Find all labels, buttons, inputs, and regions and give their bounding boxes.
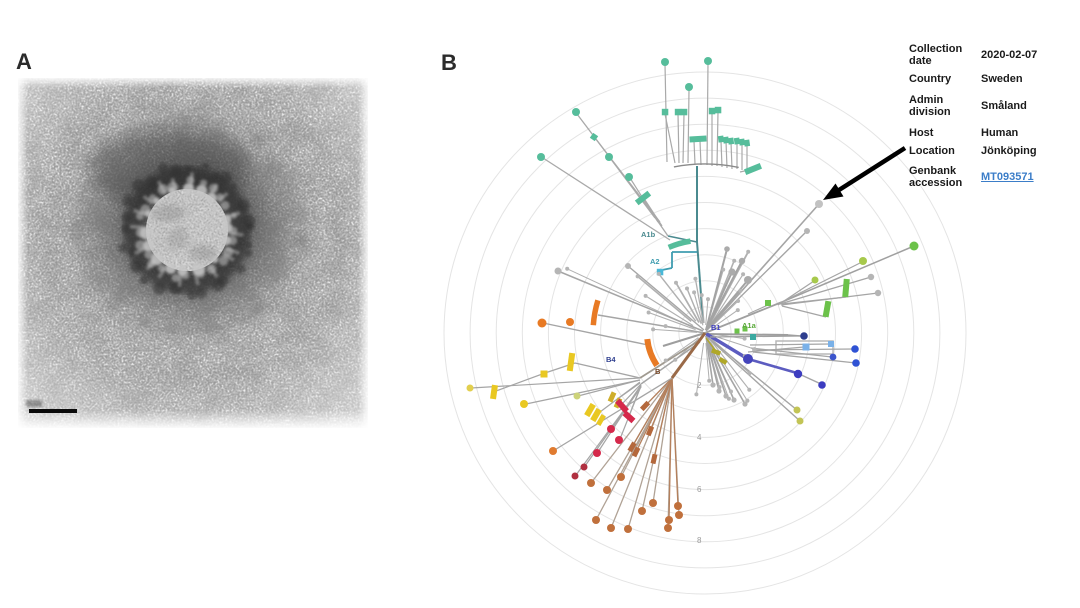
svg-text:6: 6 [697, 485, 702, 494]
svg-text:B: B [655, 367, 661, 376]
svg-text:B1: B1 [711, 323, 721, 332]
svg-text:2: 2 [697, 381, 702, 390]
svg-text:A1b: A1b [641, 230, 656, 239]
svg-text:A1a: A1a [742, 321, 757, 330]
svg-text:8: 8 [697, 536, 702, 545]
svg-text:B4: B4 [606, 355, 616, 364]
svg-text:A2: A2 [650, 257, 660, 266]
svg-text:4: 4 [697, 433, 702, 442]
